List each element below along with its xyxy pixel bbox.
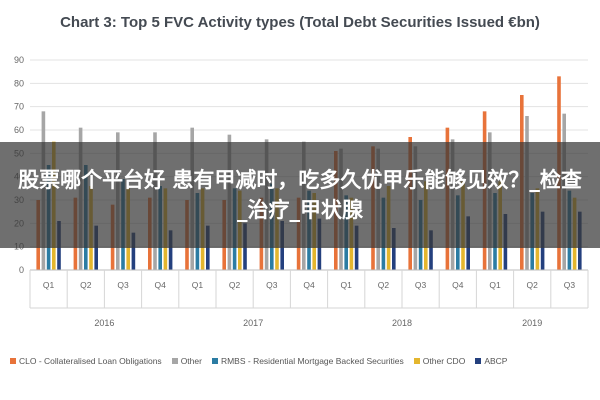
legend-label: Other CDO bbox=[422, 356, 466, 366]
chart-title: Chart 3: Top 5 FVC Activity types (Total… bbox=[60, 14, 540, 31]
legend-item: Other bbox=[171, 356, 202, 366]
x-tick-label: Q4 bbox=[303, 280, 315, 290]
x-tick-label: Q1 bbox=[192, 280, 204, 290]
y-tick-label: 70 bbox=[14, 102, 24, 112]
x-tick-label: Q1 bbox=[489, 280, 501, 290]
legend-swatch bbox=[10, 358, 16, 364]
legend-item: Other CDO bbox=[413, 356, 466, 366]
chart-legend: CLO - Collateralised Loan Obligations Oth… bbox=[10, 352, 600, 370]
x-tick-label: Q2 bbox=[527, 280, 539, 290]
x-tick-label: Q4 bbox=[452, 280, 464, 290]
x-tick-label: Q2 bbox=[229, 280, 241, 290]
ad-overlay-banner[interactable]: 股票哪个平台好 患有甲减时，吃多久优甲乐能够见效？_检查_治疗_甲状腺 bbox=[0, 142, 600, 248]
x-tick-label: Q4 bbox=[155, 280, 167, 290]
legend-label: ABCP bbox=[484, 356, 508, 366]
legend-label: CLO - Collateralised Loan Obligations bbox=[19, 356, 162, 366]
legend-swatch bbox=[171, 358, 178, 364]
x-tick-label: Q3 bbox=[564, 280, 576, 290]
year-group-label: 2016 bbox=[94, 318, 114, 328]
bar bbox=[392, 228, 396, 270]
y-tick-label: 80 bbox=[14, 78, 24, 88]
legend-swatch bbox=[475, 358, 482, 364]
legend-label: RMBS - Residential Mortgage Backed Secur… bbox=[220, 356, 404, 366]
x-tick-label: Q2 bbox=[378, 280, 390, 290]
year-group-label: 2019 bbox=[522, 318, 542, 328]
legend-swatch bbox=[211, 358, 218, 364]
y-tick-label: 90 bbox=[14, 55, 24, 65]
x-tick-label: Q3 bbox=[117, 280, 129, 290]
legend-item: CLO - Collateralised Loan Obligations bbox=[10, 356, 162, 366]
bar bbox=[168, 230, 173, 270]
legend-swatch bbox=[413, 358, 420, 364]
bar bbox=[131, 232, 136, 270]
x-tick-label: Q1 bbox=[341, 280, 353, 290]
year-group-label: 2017 bbox=[243, 318, 263, 328]
x-tick-label: Q3 bbox=[415, 280, 427, 290]
ad-overlay-text[interactable]: 股票哪个平台好 患有甲减时，吃多久优甲乐能够见效？_检查_治疗_甲状腺 bbox=[18, 168, 582, 222]
x-tick-label: Q1 bbox=[43, 280, 55, 290]
legend-label: Other bbox=[180, 356, 202, 366]
y-tick-label: 0 bbox=[19, 265, 24, 275]
legend-item: RMBS - Residential Mortgage Backed Secur… bbox=[211, 356, 404, 366]
y-tick-label: 60 bbox=[14, 125, 24, 135]
legend-item: ABCP bbox=[475, 356, 507, 366]
bar bbox=[429, 230, 433, 270]
x-tick-label: Q3 bbox=[266, 280, 278, 290]
year-group-label: 2018 bbox=[392, 318, 412, 328]
x-tick-label: Q2 bbox=[80, 280, 92, 290]
